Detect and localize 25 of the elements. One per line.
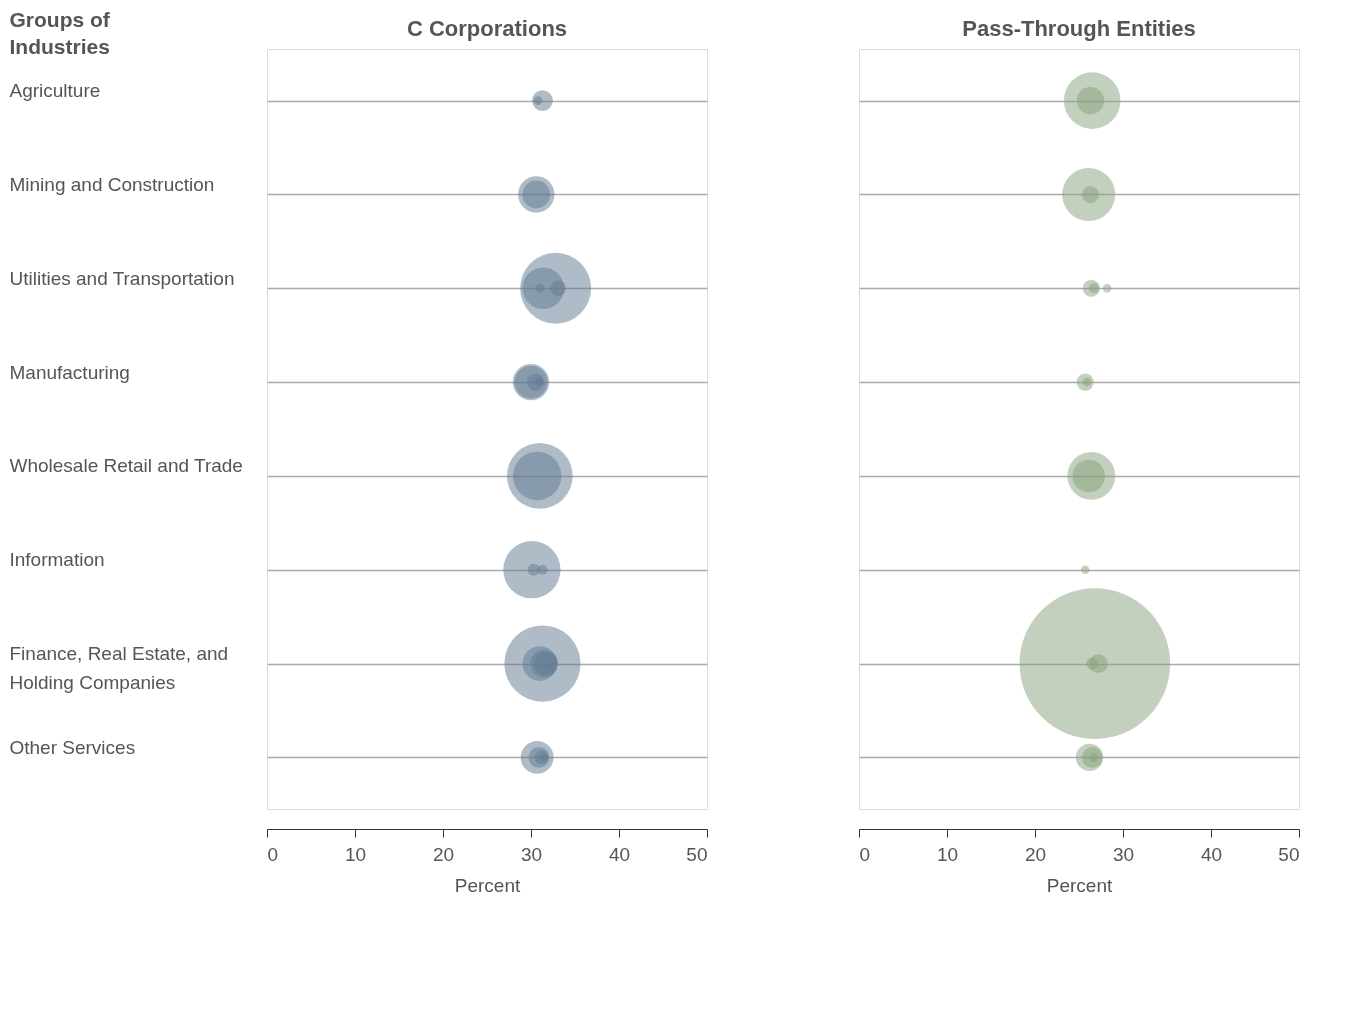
x-tick-label: 0 <box>859 843 871 865</box>
x-tick-label: 40 <box>1200 843 1223 865</box>
x-tick-label: 20 <box>1024 843 1047 865</box>
y-tick-label: Information <box>9 549 105 571</box>
y-tick-label: Mining and Construction <box>9 173 215 195</box>
y-tick-label: Wholesale Retail and Trade <box>9 455 243 477</box>
x-tick-label: 10 <box>936 843 959 865</box>
x-axis-title: Percent <box>1046 874 1113 896</box>
x-tick-label: 50 <box>686 843 708 865</box>
x-tick-label: 30 <box>1112 843 1135 865</box>
y-axis-title: Groups of Industries <box>9 7 111 58</box>
y-tick-label: Agriculture <box>9 80 101 102</box>
x-tick-label: 50 <box>1278 843 1300 865</box>
y-tick-label: Other Services <box>9 736 136 758</box>
chart-title: Pass-Through Entities <box>962 16 1196 41</box>
y-tick-label: Utilities and Transportation <box>9 267 235 289</box>
chart-title: C Corporations <box>406 16 568 41</box>
x-tick-label: 40 <box>608 843 631 865</box>
x-tick-label: 20 <box>432 843 455 865</box>
x-tick-label: 0 <box>267 843 279 865</box>
x-tick-label: 30 <box>520 843 543 865</box>
y-tick-label: Manufacturing <box>9 361 130 383</box>
y-tick-label: Finance, Real Estate, and Holding Companies <box>9 643 229 694</box>
x-tick-label: 10 <box>344 843 367 865</box>
x-axis-title: Percent <box>454 874 521 896</box>
